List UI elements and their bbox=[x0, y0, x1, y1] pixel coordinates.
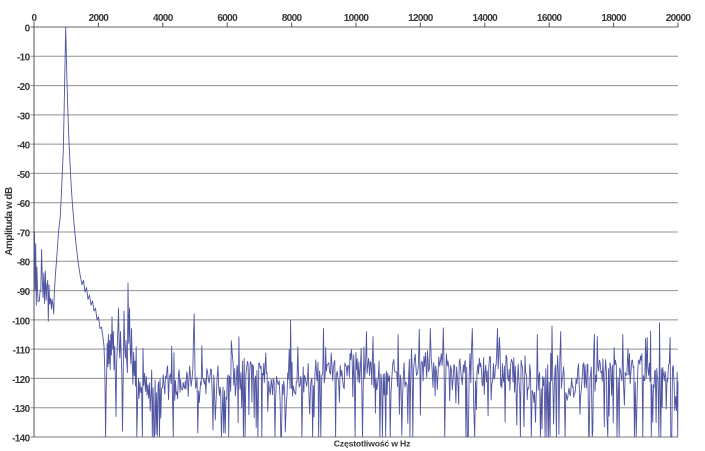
svg-text:-50: -50 bbox=[17, 170, 31, 181]
svg-text:Amplituda w dB: Amplituda w dB bbox=[4, 187, 15, 256]
svg-text:-40: -40 bbox=[17, 141, 31, 152]
svg-text:-140: -140 bbox=[12, 433, 31, 444]
svg-text:10000: 10000 bbox=[344, 13, 370, 24]
svg-text:0: 0 bbox=[32, 13, 38, 24]
svg-text:-80: -80 bbox=[17, 258, 31, 269]
svg-text:-30: -30 bbox=[17, 111, 31, 122]
svg-text:-110: -110 bbox=[13, 346, 31, 357]
svg-text:16000: 16000 bbox=[537, 13, 563, 24]
svg-text:-130: -130 bbox=[12, 404, 31, 415]
svg-text:Częstotliwość w Hz: Częstotliwość w Hz bbox=[334, 439, 411, 449]
svg-text:-90: -90 bbox=[17, 287, 31, 298]
svg-text:2000: 2000 bbox=[89, 13, 110, 24]
svg-text:4000: 4000 bbox=[153, 13, 174, 24]
svg-text:-10: -10 bbox=[17, 53, 31, 64]
svg-text:8000: 8000 bbox=[282, 13, 303, 24]
svg-text:20000: 20000 bbox=[666, 13, 692, 24]
svg-text:-20: -20 bbox=[17, 82, 31, 93]
svg-text:12000: 12000 bbox=[408, 13, 434, 24]
svg-text:18000: 18000 bbox=[601, 13, 627, 24]
svg-text:14000: 14000 bbox=[473, 13, 499, 24]
svg-text:-120: -120 bbox=[12, 375, 31, 386]
svg-text:0: 0 bbox=[25, 23, 31, 34]
svg-text:-60: -60 bbox=[17, 199, 31, 210]
svg-text:6000: 6000 bbox=[217, 13, 238, 24]
svg-text:-70: -70 bbox=[17, 228, 31, 239]
svg-text:-100: -100 bbox=[12, 316, 31, 327]
